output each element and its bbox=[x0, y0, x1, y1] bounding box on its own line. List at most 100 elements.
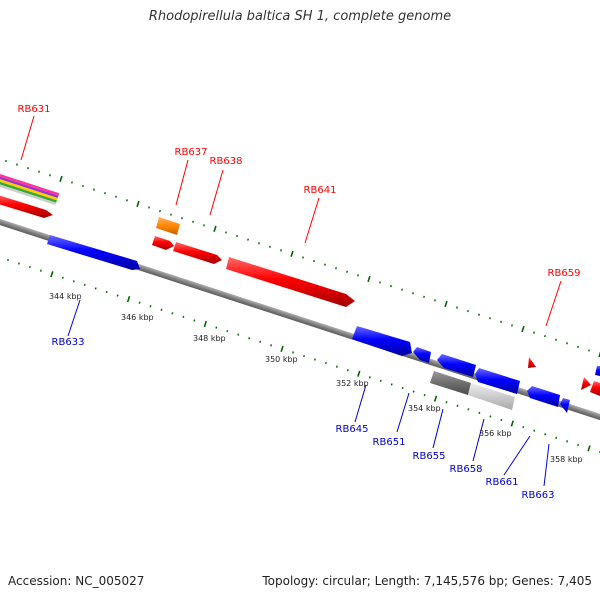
scale-tick-label: 348 kbp bbox=[193, 334, 226, 343]
major-tick-mark bbox=[587, 445, 591, 452]
minor-tick-mark bbox=[215, 326, 218, 329]
feature-gray-dark[interactable] bbox=[430, 371, 471, 395]
gene-arrow-red-c[interactable] bbox=[581, 377, 591, 390]
minor-tick-mark bbox=[138, 301, 141, 304]
minor-tick-mark bbox=[72, 280, 75, 283]
minor-tick-mark bbox=[5, 159, 7, 163]
gene-label-rb658[interactable]: RB658 bbox=[450, 464, 483, 475]
minor-tick-mark bbox=[478, 313, 480, 316]
minor-tick-mark bbox=[335, 365, 338, 368]
minor-tick-mark bbox=[346, 270, 348, 273]
gene-label-rb631[interactable]: RB631 bbox=[18, 104, 51, 115]
genome-backbone bbox=[0, 216, 600, 432]
minor-tick-mark bbox=[226, 329, 229, 333]
major-tick-mark bbox=[280, 345, 284, 352]
minor-tick-mark bbox=[445, 401, 448, 404]
minor-tick-mark bbox=[170, 213, 172, 216]
minor-tick-mark bbox=[522, 425, 525, 429]
scale-tick-label: 356 kbp bbox=[479, 429, 512, 438]
minor-tick-mark bbox=[303, 354, 305, 358]
gene-label-rb637[interactable]: RB637 bbox=[175, 147, 208, 158]
gene-label-rb663[interactable]: RB663 bbox=[522, 490, 555, 501]
minor-tick-mark bbox=[423, 295, 425, 298]
minor-tick-mark bbox=[456, 404, 459, 407]
minor-tick-mark bbox=[280, 249, 282, 252]
major-tick-mark bbox=[444, 300, 448, 308]
major-tick-mark bbox=[50, 271, 54, 278]
minor-tick-mark bbox=[149, 305, 152, 308]
gene-label-rb655[interactable]: RB655 bbox=[413, 451, 446, 462]
feature-gray-light[interactable] bbox=[468, 383, 515, 410]
minor-tick-mark bbox=[566, 342, 568, 345]
minor-tick-mark bbox=[577, 443, 580, 447]
gene-label-rb661[interactable]: RB661 bbox=[486, 477, 519, 488]
gene-arrow-rb651[interactable] bbox=[413, 347, 431, 363]
major-tick-mark bbox=[357, 370, 361, 377]
minor-tick-mark bbox=[93, 188, 95, 191]
gene-label-rb645[interactable]: RB645 bbox=[336, 424, 369, 435]
gene-arrow-rb631[interactable] bbox=[0, 194, 53, 218]
minor-tick-mark bbox=[555, 338, 557, 341]
scale-tick-label: 352 kbp bbox=[336, 379, 369, 388]
minor-tick-mark bbox=[171, 312, 174, 315]
minor-tick-mark bbox=[192, 220, 194, 223]
gene-arrow-rb633[interactable] bbox=[47, 235, 140, 270]
minor-tick-mark bbox=[324, 361, 327, 365]
minor-tick-mark bbox=[259, 340, 262, 343]
gene-label-rb641[interactable]: RB641 bbox=[304, 185, 337, 196]
minor-tick-mark bbox=[302, 256, 304, 259]
minor-tick-mark bbox=[533, 429, 536, 432]
gene-label-rb638[interactable]: RB638 bbox=[210, 156, 243, 167]
major-tick-mark bbox=[521, 325, 525, 333]
minor-tick-mark bbox=[27, 166, 29, 170]
major-tick-mark bbox=[136, 200, 140, 207]
minor-tick-mark bbox=[467, 408, 470, 411]
minor-tick-mark bbox=[182, 315, 185, 319]
feature-orange[interactable] bbox=[156, 217, 180, 235]
minor-tick-mark bbox=[28, 265, 31, 269]
gene-arrow-rb659[interactable] bbox=[528, 357, 536, 368]
minor-tick-mark bbox=[49, 174, 51, 177]
gene-arrow-red-d[interactable] bbox=[590, 381, 600, 396]
minor-tick-mark bbox=[379, 281, 381, 284]
gene-arrow-rb663[interactable] bbox=[560, 398, 570, 413]
major-tick-mark bbox=[203, 320, 208, 328]
minor-tick-mark bbox=[368, 376, 371, 379]
minor-tick-mark bbox=[160, 308, 163, 311]
minor-tick-mark bbox=[258, 242, 260, 245]
minor-tick-mark bbox=[269, 245, 271, 248]
minor-tick-mark bbox=[379, 379, 382, 383]
gene-arrow-rb638[interactable] bbox=[173, 242, 222, 264]
gene-label-rb633[interactable]: RB633 bbox=[52, 337, 85, 348]
minor-tick-mark bbox=[39, 269, 42, 272]
minor-tick-mark bbox=[500, 320, 502, 324]
gene-arrow-rb641[interactable] bbox=[226, 257, 355, 307]
minor-tick-mark bbox=[511, 324, 513, 327]
minor-tick-mark bbox=[203, 224, 205, 227]
minor-tick-mark bbox=[412, 390, 415, 393]
gene-label-rb659[interactable]: RB659 bbox=[548, 268, 581, 279]
major-tick-mark bbox=[367, 275, 371, 283]
minor-tick-mark bbox=[237, 333, 240, 336]
minor-tick-mark bbox=[588, 349, 590, 352]
minor-tick-mark bbox=[61, 276, 64, 279]
minor-tick-mark bbox=[533, 331, 535, 334]
minor-tick-mark bbox=[115, 195, 117, 198]
gene-label-rb651[interactable]: RB651 bbox=[373, 437, 406, 448]
minor-tick-mark bbox=[270, 344, 273, 347]
gene-arrow-rb637[interactable] bbox=[152, 236, 174, 250]
minor-tick-mark bbox=[489, 415, 492, 418]
gene-arrow-rb658[interactable] bbox=[475, 368, 520, 394]
gene-arrow-rb645[interactable] bbox=[352, 326, 412, 356]
gene-arrow-blue-e[interactable] bbox=[595, 366, 600, 376]
minor-tick-mark bbox=[104, 191, 106, 195]
gene-arrow-rb661[interactable] bbox=[527, 386, 560, 407]
minor-tick-mark bbox=[148, 206, 150, 209]
forward-tick-track bbox=[5, 159, 600, 358]
topology-label: Topology: circular; Length: 7,145,576 bp… bbox=[262, 574, 592, 588]
minor-tick-mark bbox=[467, 309, 469, 313]
minor-tick-mark bbox=[555, 436, 558, 439]
feature-stack bbox=[0, 170, 60, 206]
gene-arrow-rb655[interactable] bbox=[437, 354, 476, 377]
